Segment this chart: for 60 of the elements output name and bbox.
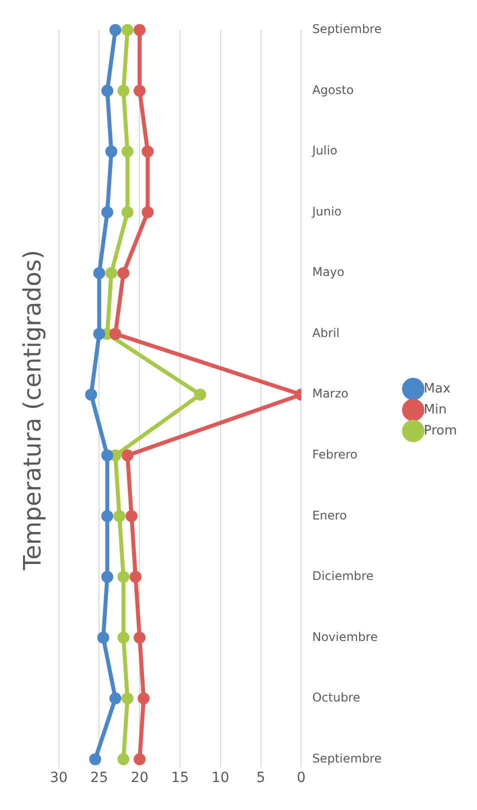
point — [117, 570, 130, 583]
point — [105, 267, 118, 280]
point — [134, 753, 146, 766]
point — [134, 24, 146, 36]
point — [134, 84, 146, 97]
x-tick-label: 0 — [296, 770, 306, 786]
point — [109, 328, 122, 340]
text: Temperatura (centigrados) — [18, 250, 47, 572]
y-tick-label: Abril — [312, 326, 340, 340]
point — [121, 24, 134, 36]
point — [142, 206, 154, 218]
legend-label: Prom — [424, 423, 458, 438]
legend-label: Max — [424, 381, 451, 396]
point — [138, 692, 150, 704]
y-tick-label: Julio — [311, 144, 338, 158]
point — [105, 146, 118, 158]
x-tick-label: 5 — [256, 770, 266, 786]
point — [93, 267, 106, 280]
y-tick-label: Junio — [311, 204, 342, 218]
point — [121, 206, 134, 218]
point — [97, 632, 110, 644]
y-tick-label: Febrero — [312, 447, 358, 462]
y-tick-label: Marzo — [312, 386, 348, 401]
point — [117, 84, 130, 97]
point — [121, 449, 134, 462]
point — [142, 146, 154, 158]
point — [117, 632, 130, 644]
point — [85, 388, 98, 401]
point — [101, 510, 114, 522]
x-tick-label: 15 — [171, 770, 189, 786]
y-tick-label: Enero — [312, 508, 347, 522]
x-tick-label: 20 — [130, 770, 149, 786]
y-tick-label: Noviembre — [312, 630, 378, 644]
point — [89, 753, 102, 766]
point — [126, 510, 138, 522]
point — [121, 146, 134, 158]
point — [93, 328, 106, 340]
y-tick-label: Octubre — [312, 690, 360, 705]
y-tick-label: Septiembre — [312, 751, 382, 766]
legend-label: Min — [424, 402, 447, 418]
point — [117, 267, 130, 280]
x-tick-label: 10 — [211, 770, 230, 786]
point — [113, 510, 126, 522]
point — [121, 692, 134, 704]
point — [101, 570, 114, 583]
point — [130, 570, 142, 583]
y-tick-label: Mayo — [312, 265, 344, 280]
y-tick-label: Septiembre — [312, 22, 382, 36]
point — [117, 753, 130, 766]
y-tick-label: Agosto — [312, 82, 354, 97]
point — [101, 84, 114, 97]
point — [134, 632, 146, 644]
x-tick-label: 25 — [90, 770, 108, 786]
x-tick-label: 30 — [50, 770, 68, 786]
point — [109, 24, 122, 36]
point — [194, 388, 206, 401]
point — [101, 206, 114, 218]
point — [109, 692, 122, 704]
y-tick-label: Diciembre — [312, 569, 374, 584]
point — [101, 449, 114, 462]
